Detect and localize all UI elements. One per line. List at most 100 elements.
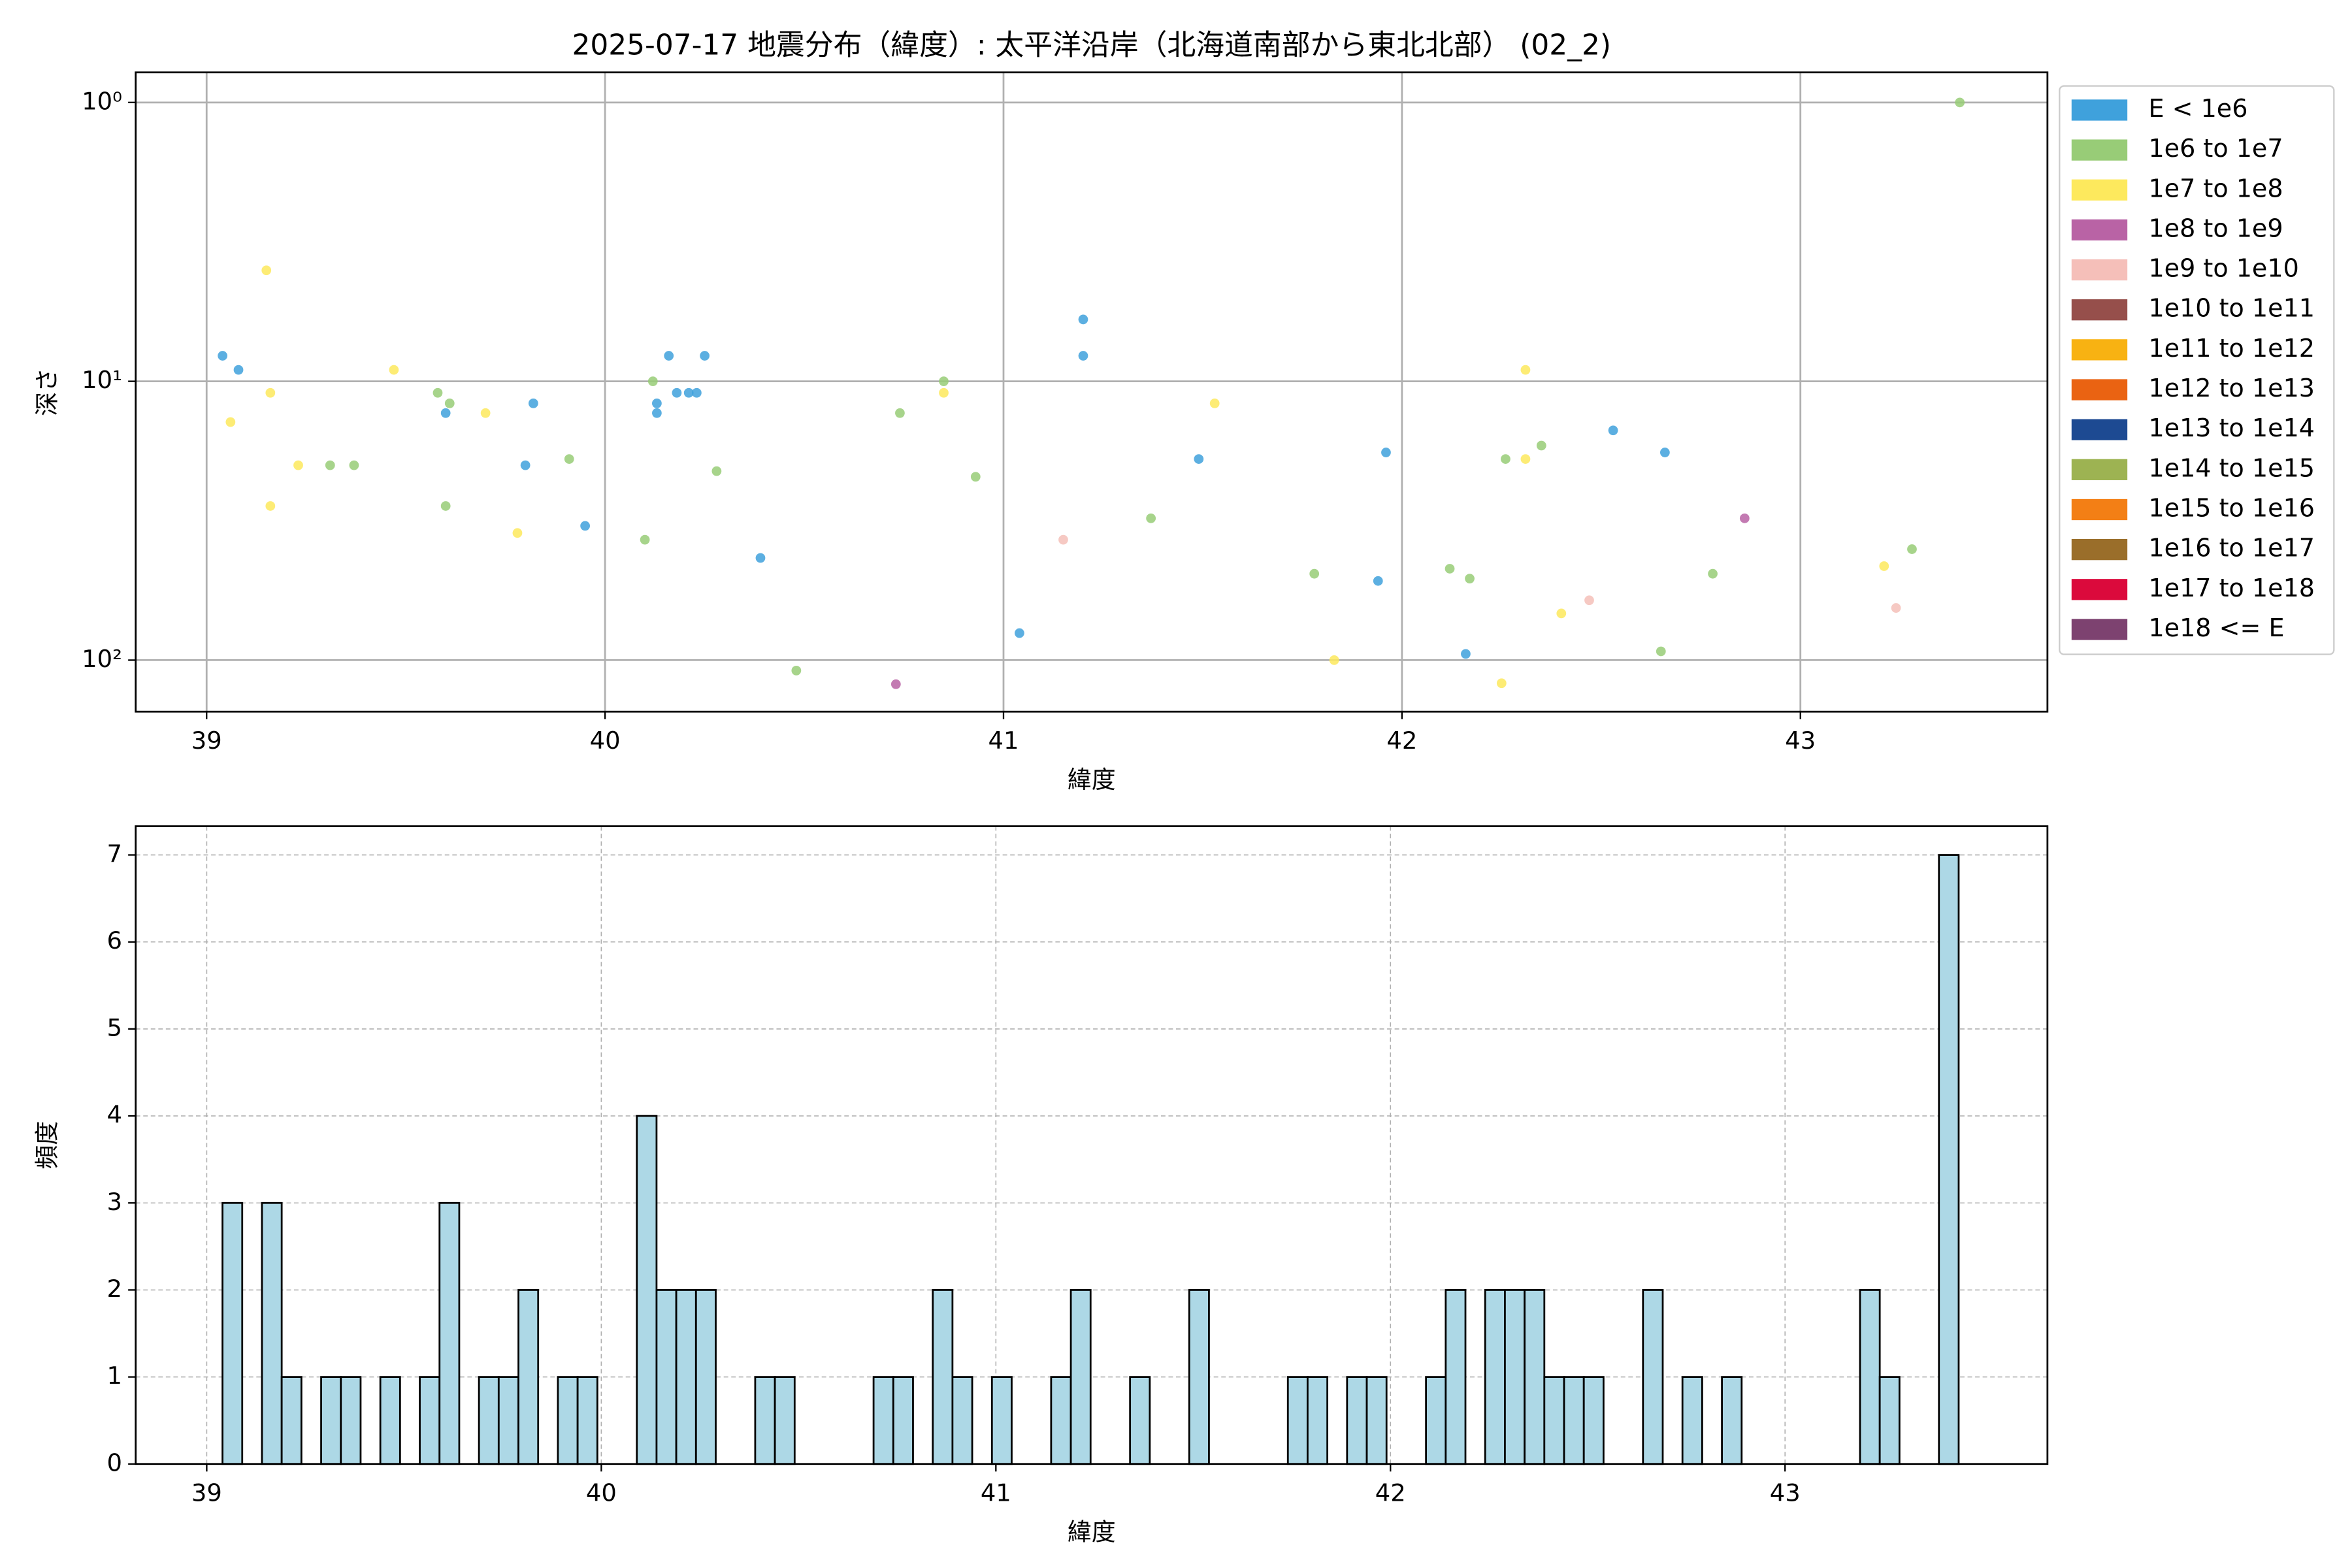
y-tick-label: 2: [106, 1275, 122, 1303]
point: [520, 460, 531, 470]
point: [1373, 576, 1383, 586]
legend-box: [2059, 85, 2335, 655]
x-tick-label: 39: [191, 1478, 222, 1507]
point: [1058, 534, 1068, 545]
bar: [1129, 1376, 1151, 1465]
bar: [892, 1376, 914, 1465]
point: [1381, 448, 1391, 457]
point: [433, 387, 443, 398]
x-tick-label: 42: [1375, 1478, 1406, 1507]
point: [755, 553, 766, 563]
bar: [517, 1289, 540, 1465]
point: [1445, 564, 1455, 574]
point: [480, 408, 491, 418]
bar: [1425, 1376, 1447, 1465]
legend-label: 1e8 to 1e9: [2148, 214, 2283, 242]
bar: [694, 1289, 717, 1465]
point: [1520, 454, 1531, 464]
bar: [221, 1201, 244, 1465]
point: [1309, 568, 1320, 579]
bar: [1188, 1289, 1210, 1465]
bar: [636, 1115, 658, 1465]
bar: [1504, 1289, 1526, 1465]
bar: [340, 1376, 362, 1465]
y-tick-label: 10⁰: [82, 87, 122, 115]
legend-swatch: [2071, 99, 2128, 121]
point: [939, 376, 949, 386]
bar: [1878, 1376, 1901, 1465]
bar: [320, 1376, 342, 1465]
legend-label: 1e6 to 1e7: [2148, 134, 2283, 163]
bar: [438, 1201, 461, 1465]
point: [1656, 646, 1666, 657]
point: [218, 351, 228, 361]
point: [512, 528, 523, 538]
point: [711, 466, 722, 476]
point: [939, 387, 949, 398]
bar: [1365, 1376, 1388, 1465]
legend-label: 1e14 to 1e15: [2148, 453, 2315, 482]
point: [1608, 425, 1618, 436]
point: [1584, 595, 1594, 606]
bar: [675, 1289, 697, 1465]
point: [293, 460, 303, 470]
point: [683, 387, 694, 398]
legend-swatch: [2071, 379, 2128, 400]
legend-swatch: [2071, 459, 2128, 480]
legend-swatch: [2071, 179, 2128, 201]
point: [349, 460, 359, 470]
point: [564, 454, 574, 464]
bar: [1346, 1376, 1368, 1465]
bar: [1524, 1289, 1546, 1465]
y-tick-label: 0: [106, 1448, 122, 1477]
point: [233, 365, 244, 375]
point: [664, 351, 674, 361]
point: [1556, 608, 1567, 619]
point: [1146, 513, 1156, 523]
bar: [1543, 1376, 1565, 1465]
bar: [379, 1376, 401, 1465]
point: [1907, 544, 1917, 554]
point: [700, 351, 710, 361]
bar: [280, 1376, 302, 1465]
point: [444, 399, 455, 408]
point: [1465, 574, 1475, 583]
point: [1496, 678, 1507, 689]
chart-title: 2025-07-17 地震分布（緯度）: 太平洋沿岸（北海道南部から東北北部） …: [572, 29, 1611, 62]
bar: [754, 1376, 776, 1465]
point: [652, 408, 662, 418]
point: [1461, 649, 1471, 659]
legend-label: 1e12 to 1e13: [2148, 374, 2315, 402]
point: [440, 408, 451, 418]
bar: [655, 1289, 678, 1465]
point: [389, 365, 399, 375]
bar: [932, 1289, 954, 1465]
legend-label: 1e18 <= E: [2148, 613, 2284, 642]
legend-label: 1e10 to 1e11: [2148, 294, 2315, 323]
point: [1659, 448, 1670, 457]
legend-label: 1e16 to 1e17: [2148, 534, 2315, 563]
legend-swatch: [2071, 419, 2128, 440]
bar: [1445, 1289, 1467, 1465]
x-tick-label: 41: [981, 1478, 1011, 1507]
bar: [1859, 1289, 1881, 1465]
point: [1501, 454, 1511, 464]
point: [265, 387, 276, 398]
legend-label: 1e13 to 1e14: [2148, 414, 2315, 442]
point: [1520, 365, 1531, 375]
point: [1739, 513, 1750, 523]
bar: [1563, 1376, 1585, 1465]
point: [1891, 603, 1901, 613]
x-tick-label: 43: [1770, 1478, 1801, 1507]
legend-swatch: [2071, 219, 2128, 241]
x-tick-label: 42: [1386, 727, 1417, 755]
bar: [1938, 854, 1960, 1465]
legend-label: 1e9 to 1e10: [2148, 254, 2298, 283]
point: [325, 460, 335, 470]
point: [1209, 399, 1220, 408]
point: [1078, 351, 1088, 361]
bar: [1050, 1376, 1072, 1465]
bar: [1721, 1376, 1743, 1465]
bar: [774, 1376, 796, 1465]
